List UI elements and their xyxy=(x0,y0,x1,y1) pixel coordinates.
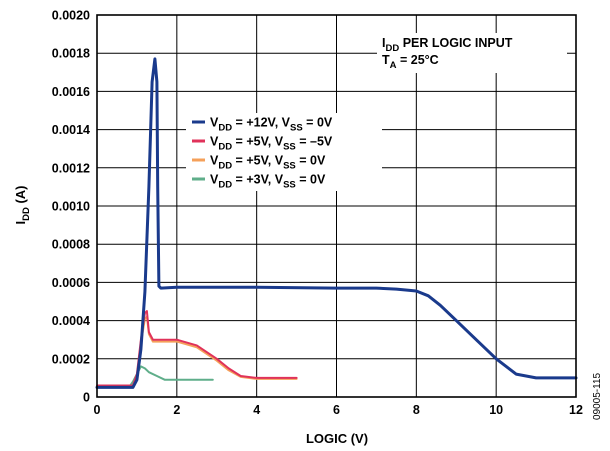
legend-background xyxy=(186,113,382,191)
figure-id: 09005-115 xyxy=(592,372,603,420)
legend-label-3: VDD = +3V, VSS = 0V xyxy=(210,173,326,191)
x-tick-label: 0 xyxy=(94,403,101,417)
x-tick-label: 8 xyxy=(413,403,420,417)
y-tick-label: 0.0018 xyxy=(52,47,90,61)
legend-label-0: VDD = +12V, VSS = 0V xyxy=(210,116,333,134)
x-tick-label: 4 xyxy=(253,403,260,417)
y-tick-label: 0.0002 xyxy=(52,352,90,366)
y-tick-label: 0.0014 xyxy=(52,123,90,137)
annotation-box: IDD PER LOGIC INPUT TA = 25°C xyxy=(377,33,567,73)
tick-labels: 0 2 4 6 8 10 12 0 0.0002 0.0004 0.0006 0.0008 0.0010… xyxy=(52,9,583,418)
annotation-line-1: IDD PER LOGIC INPUT xyxy=(382,36,513,54)
annotation-line-2: TA = 25°C xyxy=(382,53,439,71)
y-tick-label: 0 xyxy=(83,391,90,405)
legend-label-2: VDD = +5V, VSS = 0V xyxy=(210,154,326,172)
series-line-0 xyxy=(95,57,578,389)
y-tick-label: 0.0010 xyxy=(52,200,90,214)
plot-frame xyxy=(96,14,577,398)
y-tick-label: 0.0006 xyxy=(52,276,90,290)
series-group xyxy=(95,57,578,389)
legend-label-1: VDD = +5V, VSS = –5V xyxy=(210,135,333,153)
x-tick-label: 6 xyxy=(333,403,340,417)
y-tick-label: 0.0004 xyxy=(52,314,90,328)
y-tick-label: 0.0020 xyxy=(52,9,90,23)
x-tick-label: 2 xyxy=(173,403,180,417)
x-axis-label: LOGIC (V) xyxy=(306,431,368,446)
series-line-2 xyxy=(96,315,298,388)
x-tick-label: 10 xyxy=(489,403,503,417)
y-tick-label: 0.0008 xyxy=(52,238,90,252)
y-tick-label: 0.0016 xyxy=(52,85,90,99)
x-tick-label: 12 xyxy=(569,403,583,417)
y-axis-label: IDD (A) xyxy=(13,185,32,224)
series-line-3 xyxy=(96,365,214,389)
y-tick-label: 0.0012 xyxy=(52,161,90,175)
